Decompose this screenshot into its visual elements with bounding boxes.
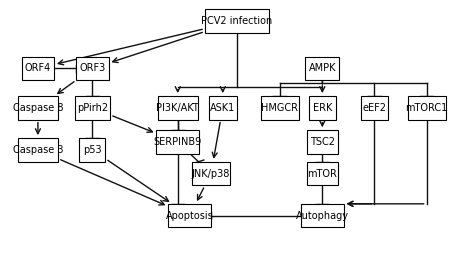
FancyBboxPatch shape [76, 57, 109, 80]
FancyBboxPatch shape [261, 96, 299, 120]
Text: eEF2: eEF2 [363, 103, 386, 113]
Text: ORF3: ORF3 [79, 63, 106, 73]
Text: PI3K/AKT: PI3K/AKT [156, 103, 199, 113]
Text: PCV2 infection: PCV2 infection [201, 16, 273, 26]
FancyBboxPatch shape [22, 57, 54, 80]
Text: Caspase 8: Caspase 8 [13, 103, 63, 113]
FancyBboxPatch shape [80, 138, 105, 162]
Text: JNK/p38: JNK/p38 [192, 169, 230, 179]
FancyBboxPatch shape [168, 204, 211, 227]
Text: TSC2: TSC2 [310, 137, 335, 147]
FancyBboxPatch shape [305, 57, 339, 80]
FancyBboxPatch shape [75, 96, 110, 120]
FancyBboxPatch shape [157, 96, 198, 120]
Text: p53: p53 [83, 145, 102, 155]
Text: Autophagy: Autophagy [296, 211, 349, 221]
FancyBboxPatch shape [301, 204, 344, 227]
Text: ASK1: ASK1 [210, 103, 236, 113]
Text: Apoptosis: Apoptosis [166, 211, 213, 221]
Text: ORF4: ORF4 [25, 63, 51, 73]
FancyBboxPatch shape [18, 96, 58, 120]
FancyBboxPatch shape [307, 162, 338, 185]
FancyBboxPatch shape [309, 96, 336, 120]
FancyBboxPatch shape [205, 9, 269, 33]
FancyBboxPatch shape [18, 138, 58, 162]
FancyBboxPatch shape [361, 96, 388, 120]
FancyBboxPatch shape [307, 130, 338, 154]
Text: AMPK: AMPK [309, 63, 336, 73]
Text: mTORC1: mTORC1 [405, 103, 448, 113]
Text: SERPINB9: SERPINB9 [154, 137, 202, 147]
FancyBboxPatch shape [209, 96, 237, 120]
FancyBboxPatch shape [192, 162, 230, 185]
Text: mTOR: mTOR [307, 169, 337, 179]
FancyBboxPatch shape [156, 130, 199, 154]
Text: pPirh2: pPirh2 [77, 103, 108, 113]
Text: HMGCR: HMGCR [261, 103, 298, 113]
FancyBboxPatch shape [408, 96, 446, 120]
Text: ERK: ERK [313, 103, 332, 113]
Text: Caspase 3: Caspase 3 [13, 145, 63, 155]
